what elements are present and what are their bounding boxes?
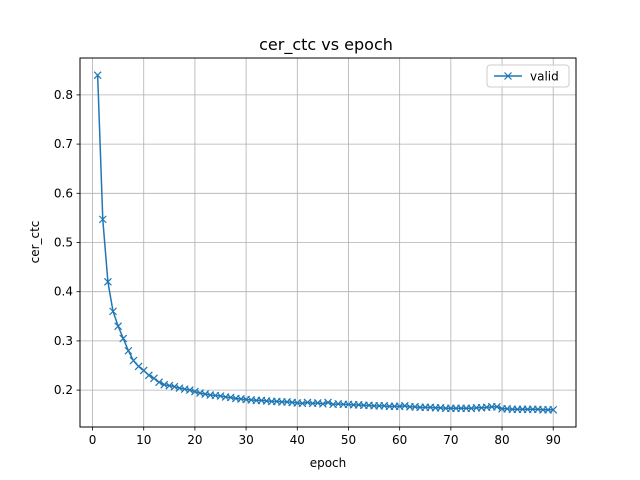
y-tick-label: 0.5 [54, 236, 73, 250]
data-point [492, 402, 501, 411]
data-point [124, 346, 133, 355]
grid [80, 58, 576, 427]
data-point [318, 399, 327, 408]
data-point [114, 322, 123, 331]
x-tick-label: 50 [341, 433, 356, 447]
x-tick-label: 90 [546, 433, 561, 447]
x-axis-label: epoch [310, 456, 347, 470]
legend: valid [486, 64, 570, 88]
chart-title: cer_ctc vs epoch [259, 35, 393, 55]
data-point [155, 378, 164, 387]
x-tick-label: 70 [443, 433, 458, 447]
data-point [150, 374, 158, 383]
data-point [98, 215, 107, 224]
data-point [103, 277, 112, 286]
y-tick-label: 0.4 [54, 285, 73, 299]
x-tick-label: 60 [392, 433, 407, 447]
data-point [109, 307, 117, 316]
y-tick-label: 0.6 [54, 186, 73, 200]
series-layer [93, 71, 558, 414]
y-tick-label: 0.2 [54, 383, 73, 397]
y-tick-label: 0.8 [54, 88, 73, 102]
legend-marker [504, 72, 512, 80]
x-tick-label: 80 [494, 433, 509, 447]
y-axis: 0.2 0.3 0.4 0.5 0.6 0.7 0.8 [54, 88, 80, 397]
data-point [549, 405, 558, 414]
data-point [134, 362, 143, 371]
x-tick-label: 20 [187, 433, 202, 447]
data-point [144, 371, 153, 380]
y-tick-label: 0.7 [54, 137, 73, 151]
y-axis-label: cer_ctc [28, 221, 42, 264]
data-point [93, 71, 102, 80]
data-point [170, 382, 179, 391]
data-point [119, 334, 128, 343]
legend-label: valid [530, 70, 559, 84]
data-point [185, 386, 194, 395]
x-tick-label: 30 [238, 433, 253, 447]
x-tick-label: 40 [290, 433, 305, 447]
data-point [190, 387, 199, 396]
legend-box [486, 64, 570, 88]
y-tick-label: 0.3 [54, 334, 73, 348]
x-axis: 0 10 20 30 40 50 60 70 80 90 [89, 427, 561, 447]
x-tick-label: 10 [136, 433, 151, 447]
x-tick-label: 0 [89, 433, 97, 447]
data-point [324, 398, 332, 407]
